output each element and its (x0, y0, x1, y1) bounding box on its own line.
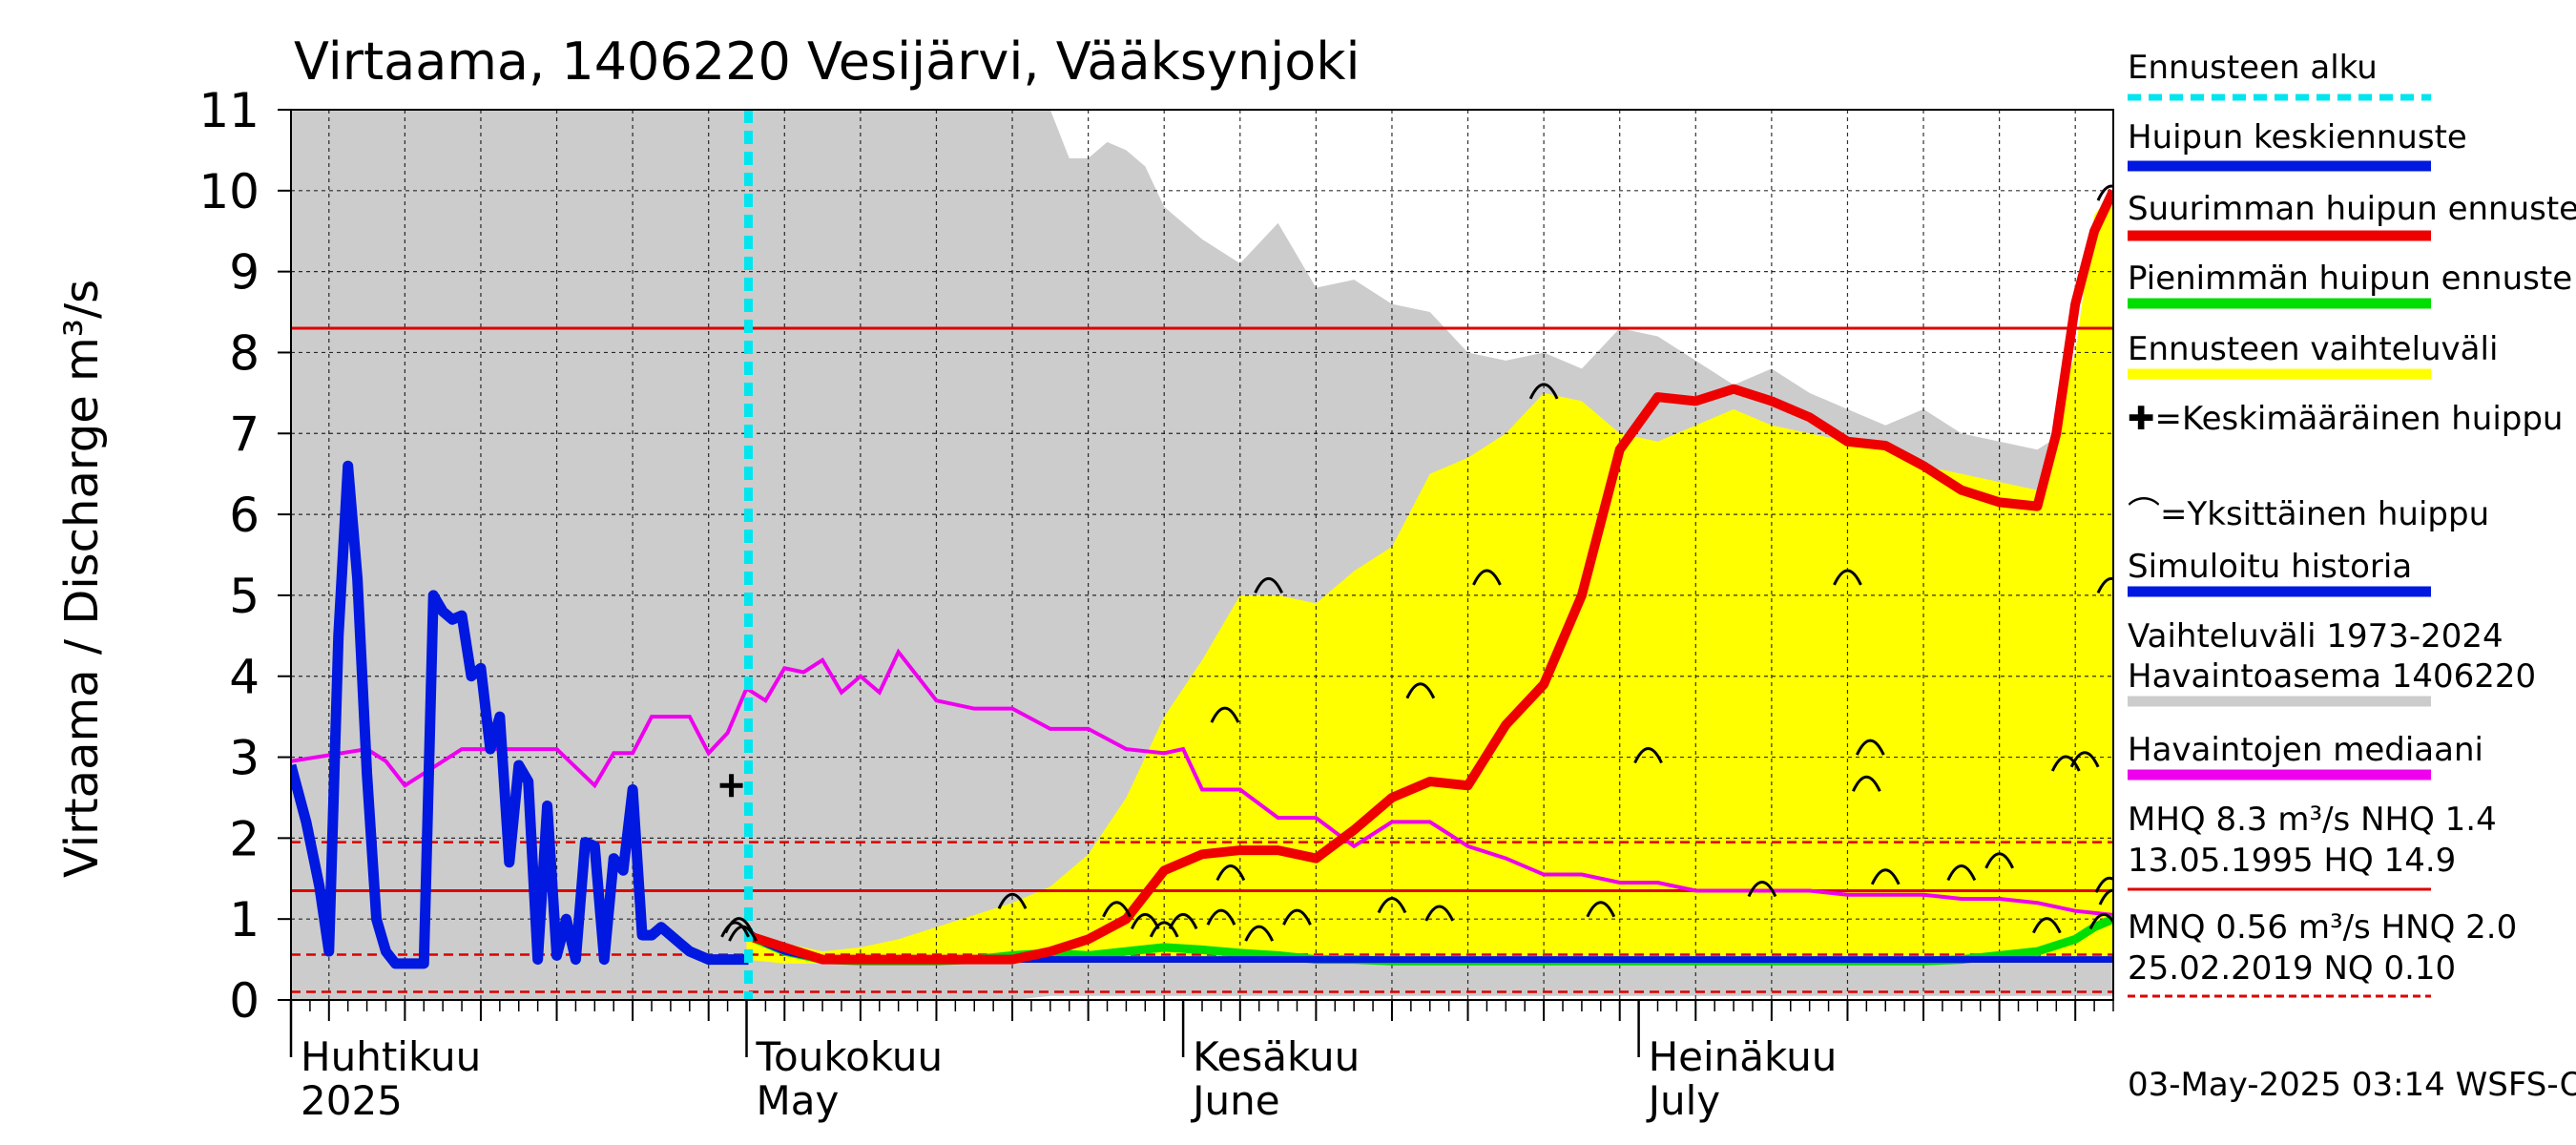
y-axis-unit: m³/s (55, 280, 109, 382)
legend-label: Huipun keskiennuste (2128, 118, 2467, 156)
legend-label: Suurimman huipun ennuste (2128, 190, 2576, 228)
legend-label: Havaintojen mediaani (2128, 731, 2483, 769)
single-peak-marker (724, 917, 754, 934)
y-tick-label: 6 (229, 488, 260, 543)
x-month-label-en: July (1646, 1077, 1721, 1124)
single-peak-marker (1984, 852, 2014, 869)
forecast-range-band (746, 190, 2113, 964)
single-peak-marker (728, 925, 758, 942)
x-month-label-fi: Huhtikuu (301, 1033, 481, 1080)
single-peak-marker (1424, 905, 1455, 922)
single-peak-marker (1472, 569, 1502, 586)
single-peak-marker (1206, 908, 1236, 926)
single-peak-marker (1215, 864, 1246, 882)
y-tick-label: 8 (229, 325, 260, 381)
chart-title: Virtaama, 1406220 Vesijärvi, Vääksynjoki (294, 31, 1361, 92)
stats-text: MHQ 8.3 m³/s NHQ 1.4 (2128, 801, 2497, 839)
single-peak-marker (1282, 908, 1312, 926)
single-peak-marker (1254, 576, 1283, 594)
single-peak-marker (1168, 912, 1198, 930)
median-series-line (291, 648, 2113, 917)
legend: Ennusteen alku Huipun keskiennuste Suurimm… (2128, 49, 2576, 998)
y-tick-label: 9 (229, 245, 260, 301)
single-peak-marker (2069, 751, 2100, 768)
single-peak-marker (1586, 901, 1616, 918)
single-peak-marker (1405, 682, 1436, 699)
y-tick-label: 2 (229, 811, 260, 866)
single-peak-marker (2050, 755, 2081, 772)
single-peak-marker (1747, 881, 1777, 898)
legend-label: ✚=Keskimääräinen huippu (2128, 400, 2563, 438)
y-tick-label: 7 (229, 406, 260, 462)
single-peak-marker (1244, 925, 1275, 942)
single-peak-marker (1102, 901, 1132, 918)
legend-label: Ennusteen alku (2128, 49, 2378, 87)
y-tick-label: 10 (198, 164, 260, 219)
single-peak-marker (1870, 868, 1901, 885)
max-peak-forecast-line (744, 188, 2113, 965)
plot-area (291, 110, 2113, 1000)
simulated-history-line (291, 460, 749, 969)
x-month-label-fi: Kesäkuu (1193, 1033, 1360, 1080)
single-peak-marker (1855, 739, 1885, 756)
legend-label: Pienimmän huipun ennuste (2128, 260, 2572, 298)
single-peak-marker (2096, 184, 2113, 201)
single-peak-marker (2098, 888, 2113, 906)
y-tick-label: 4 (229, 650, 260, 705)
single-peak-marker (2088, 912, 2113, 930)
mean-peak-marker (719, 774, 743, 798)
footer-timestamp: 03-May-2025 03:14 WSFS-O (2128, 1066, 2576, 1104)
single-peak-marker (1833, 569, 1862, 586)
single-peak-marker (1851, 775, 1881, 792)
x-month-label-fi: Toukokuu (756, 1033, 944, 1080)
single-peak-marker (2096, 576, 2113, 594)
single-peak-marker (2094, 876, 2113, 893)
single-peak-marker (1946, 864, 1977, 882)
y-tick-label: 11 (198, 83, 260, 138)
single-peak-marker (1633, 747, 1663, 764)
y-tick-label: 3 (229, 731, 260, 786)
legend-label: Simuloitu historia (2128, 548, 2412, 586)
legend-label: Ennusteen vaihteluväli (2128, 330, 2498, 368)
stats-text: MNQ 0.56 m³/s HNQ 2.0 (2128, 908, 2517, 947)
y-tick-label: 1 (229, 892, 260, 947)
x-month-label-en: May (757, 1077, 840, 1124)
single-peak-marker (720, 921, 750, 938)
legend-label-secondary: Havaintoasema 1406220 (2128, 657, 2536, 696)
single-peak-marker (1377, 897, 1407, 914)
single-peak-marker (2032, 917, 2062, 934)
y-tick-label: 5 (229, 569, 260, 624)
single-peak-marker (1149, 921, 1179, 938)
plot-content (291, 110, 2113, 1000)
x-month-label-en: 2025 (301, 1077, 403, 1124)
legend-label: ⌒=Yksittäinen huippu (2128, 495, 2489, 533)
single-peak-marker (1210, 706, 1240, 723)
stats-text: 13.05.1995 HQ 14.9 (2128, 842, 2456, 880)
single-peak-marker (1130, 912, 1160, 930)
y-axis-label: Virtaama / Discharge (55, 395, 109, 878)
single-peak-marker (997, 892, 1028, 909)
legend-label: Vaihteluväli 1973-2024 (2128, 617, 2503, 656)
y-tick-label: 0 (229, 973, 260, 1029)
x-month-label-en: June (1190, 1077, 1279, 1124)
x-month-label-fi: Heinäkuu (1649, 1033, 1838, 1080)
stats-text: 25.02.2019 NQ 0.10 (2128, 949, 2456, 988)
single-peak-marker (1528, 383, 1559, 400)
